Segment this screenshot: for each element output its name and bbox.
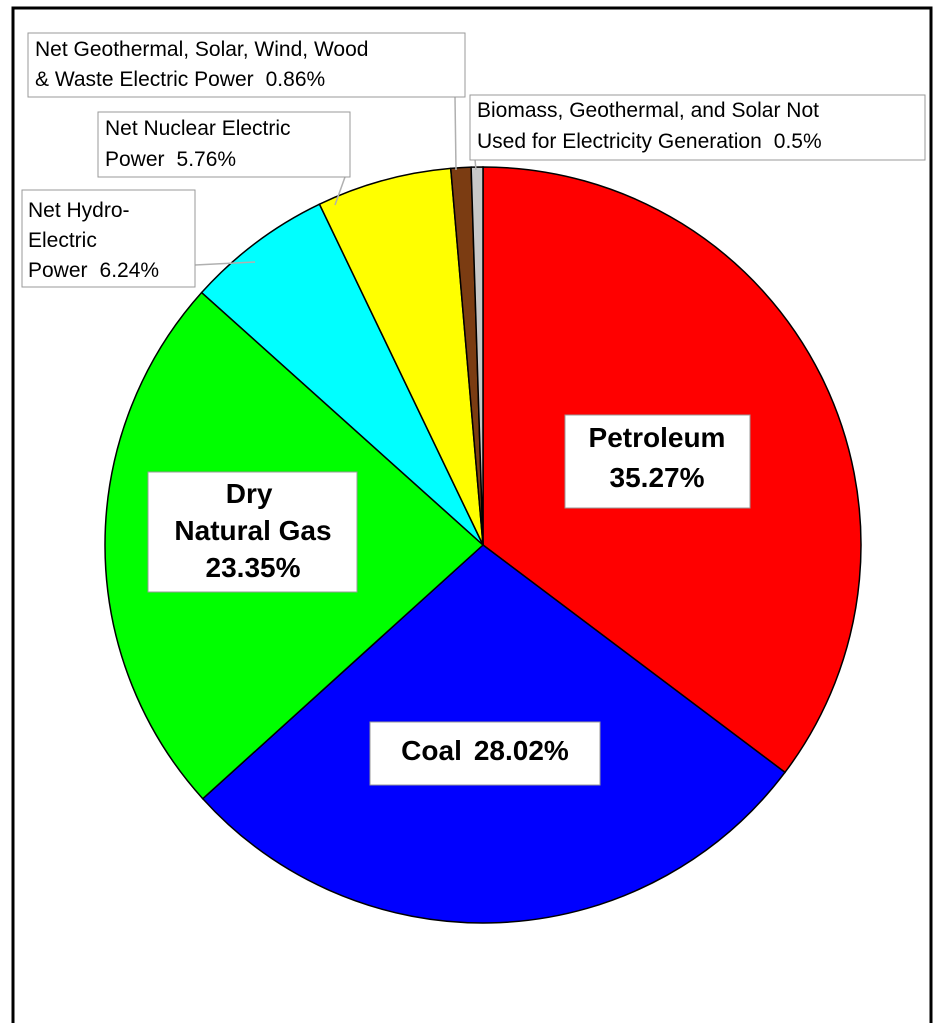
value-label: 5.76% xyxy=(177,148,237,171)
value-label: 23.35% xyxy=(206,552,301,583)
label-box xyxy=(469,94,926,161)
label-line: Electric xyxy=(28,229,103,252)
label-line: Used for Electricity Generation xyxy=(477,130,762,153)
label-line: Net Hydro- xyxy=(28,199,130,222)
slice xyxy=(318,167,484,546)
category-label: Net Geothermal, Solar, Wind, Wood & Wast… xyxy=(35,38,374,91)
category-label: Petroleum xyxy=(589,422,726,453)
value-label: 6.24% xyxy=(100,259,160,282)
slice-label: Coal 28.02% xyxy=(401,735,569,766)
labels: Petroleum 35.27% Coal 28.02% Dry Natural Gas… xyxy=(21,32,926,786)
slice-label: Petroleum 35.27% xyxy=(589,422,726,493)
category-label: Net Nuclear Electric Power xyxy=(105,117,296,171)
label-line: Petroleum xyxy=(589,422,726,453)
label-line: Net Nuclear Electric xyxy=(105,117,296,140)
category-label: Net Hydro- Electric Power xyxy=(28,199,130,282)
slice xyxy=(470,166,484,546)
leader-line xyxy=(454,96,457,171)
label-line: Power xyxy=(105,148,165,171)
label-line: Power xyxy=(28,259,88,282)
label-line: Biomass, Geothermal, and Solar Not xyxy=(477,99,825,122)
slice-label: Net Nuclear Electric Power 5.76% xyxy=(105,117,296,171)
label-box xyxy=(147,471,358,593)
slice xyxy=(200,203,484,546)
category-label: Coal xyxy=(401,735,462,766)
slice-label: Net Hydro- Electric Power 6.24% xyxy=(28,199,159,282)
label-box xyxy=(27,32,466,98)
category-label: Dry Natural Gas xyxy=(174,478,331,546)
slice-label: Net Geothermal, Solar, Wind, Wood & Wast… xyxy=(35,38,374,91)
label-box xyxy=(97,111,351,178)
value-label: 35.27% xyxy=(610,462,705,493)
label-box xyxy=(564,414,751,509)
label-line: & Waste Electric Power xyxy=(35,68,254,91)
slice-label: Dry Natural Gas 23.35% xyxy=(174,478,331,583)
category-label: Biomass, Geothermal, and Solar Not Used … xyxy=(477,99,825,153)
value-label: 0.5% xyxy=(774,130,822,153)
label-line: Natural Gas xyxy=(174,515,331,546)
label-box xyxy=(369,721,601,786)
label-box xyxy=(21,189,196,288)
label-line: Coal xyxy=(401,735,462,766)
slice-label: Biomass, Geothermal, and Solar Not Used … xyxy=(477,99,825,153)
label-line: Dry xyxy=(226,478,280,509)
label-line: Net Geothermal, Solar, Wind, Wood xyxy=(35,38,374,61)
value-label: 28.02% xyxy=(474,735,569,766)
leader-line xyxy=(194,261,256,266)
value-label: 0.86% xyxy=(266,68,326,91)
leader-line xyxy=(334,176,346,206)
